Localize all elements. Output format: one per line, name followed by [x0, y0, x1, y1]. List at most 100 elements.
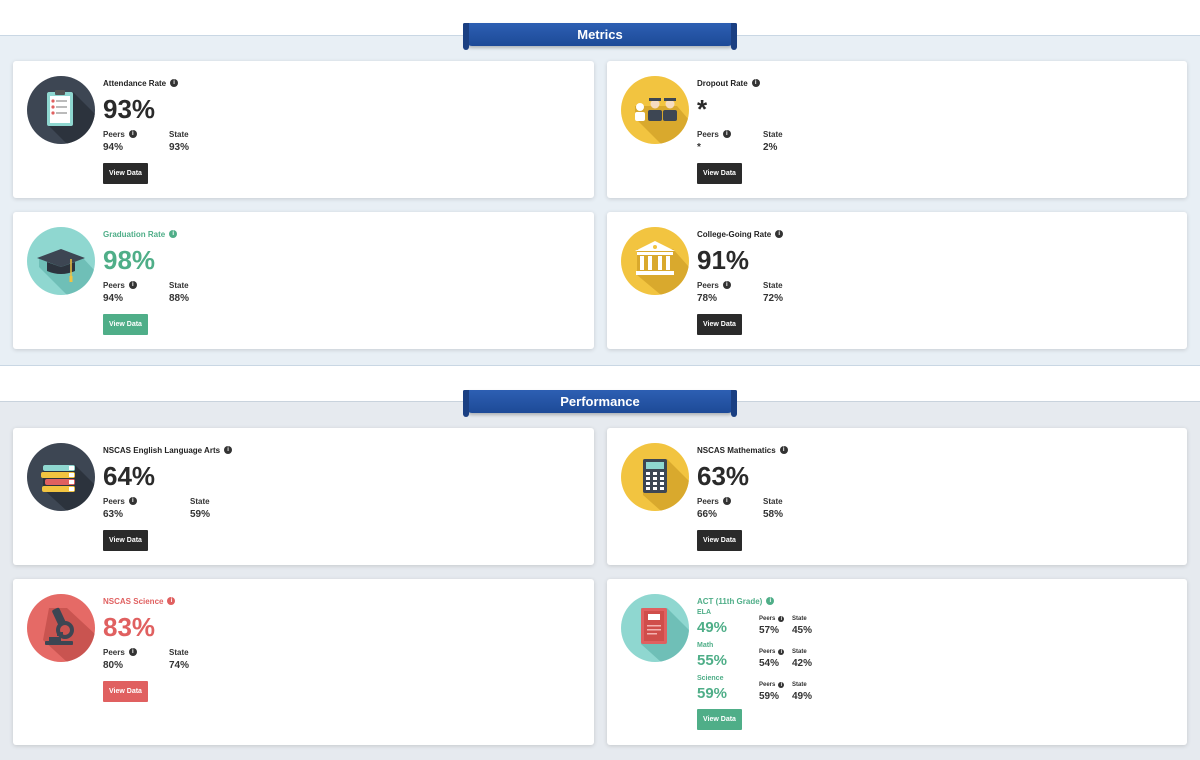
- state-label: State: [792, 682, 807, 688]
- view-data-button[interactable]: View Data: [697, 530, 742, 551]
- state-label: State: [792, 616, 807, 622]
- building-icon: [621, 227, 689, 295]
- act-row-ela: ELA 49% Peers i 57% State 45%: [697, 609, 825, 642]
- act-card: ACT (11th Grade) i ELA 49% Peers i 57% State…: [607, 579, 1187, 745]
- info-icon[interactable]: i: [722, 130, 731, 138]
- info-icon[interactable]: i: [722, 281, 731, 289]
- info-icon[interactable]: i: [128, 130, 137, 138]
- act-book-icon: [621, 594, 689, 662]
- peers-label: Peers i: [759, 648, 792, 656]
- metrics-heading: Metrics: [577, 27, 623, 42]
- peers-value: 57%: [759, 625, 780, 636]
- act-value: 59%: [697, 685, 728, 702]
- info-icon[interactable]: i: [170, 79, 179, 87]
- metric-value: 93%: [103, 94, 156, 124]
- peers-value: 94%: [103, 293, 124, 304]
- graduation-rate-card: Graduation Rate i 98% Peers i 94% State 88% …: [13, 212, 594, 349]
- metric-value: *: [697, 94, 708, 124]
- peers-label: Peers i: [697, 129, 763, 139]
- peers-label: Peers i: [697, 496, 763, 506]
- card-title: Attendance Rate i: [103, 77, 235, 89]
- peers-value: 54%: [759, 658, 780, 669]
- act-subject: Math: [697, 642, 714, 649]
- peers-value: 59%: [759, 691, 780, 702]
- card-title: NSCAS English Language Arts i: [103, 444, 256, 456]
- view-data-button[interactable]: View Data: [103, 314, 148, 335]
- info-icon[interactable]: i: [751, 79, 760, 87]
- peers-label: Peers i: [103, 647, 169, 657]
- info-icon[interactable]: i: [779, 446, 788, 454]
- peers-value: 78%: [697, 293, 718, 304]
- peers-label: Peers i: [759, 615, 792, 623]
- state-label: State: [763, 129, 783, 139]
- info-icon[interactable]: i: [778, 616, 785, 622]
- microscope-icon: [27, 594, 95, 662]
- card-title: Dropout Rate i: [697, 77, 829, 89]
- metric-value: 64%: [103, 461, 156, 491]
- state-label: State: [792, 649, 807, 655]
- nscas-ela-card: NSCAS English Language Arts i 64% Peers i 6…: [13, 428, 594, 565]
- mortarboard-icon: [27, 227, 95, 295]
- peers-label: Peers i: [759, 681, 792, 689]
- info-icon[interactable]: i: [128, 281, 137, 289]
- peers-label: Peers i: [697, 280, 763, 290]
- books-icon: [27, 443, 95, 511]
- info-icon[interactable]: i: [167, 597, 176, 605]
- act-value: 55%: [697, 652, 728, 669]
- state-value: 74%: [169, 660, 190, 671]
- peers-value: *: [697, 142, 701, 153]
- act-row-math: Math 55% Peers i 54% State 42%: [697, 642, 825, 675]
- info-icon[interactable]: i: [169, 230, 178, 238]
- metric-value: 98%: [103, 245, 156, 275]
- metrics-banner: Metrics: [463, 23, 737, 50]
- card-title: Graduation Rate i: [103, 228, 235, 240]
- state-value: 45%: [792, 625, 813, 636]
- peers-label: Peers i: [103, 280, 169, 290]
- info-icon[interactable]: i: [722, 497, 731, 505]
- info-icon[interactable]: i: [128, 648, 137, 656]
- state-value: 58%: [763, 509, 784, 520]
- clipboard-icon: [27, 76, 95, 144]
- metric-value: 91%: [697, 245, 750, 275]
- state-label: State: [169, 280, 189, 290]
- view-data-button[interactable]: View Data: [697, 314, 742, 335]
- info-icon[interactable]: i: [224, 446, 233, 454]
- metric-value: 83%: [103, 612, 156, 642]
- state-label: State: [169, 129, 189, 139]
- view-data-button[interactable]: View Data: [697, 163, 742, 184]
- info-icon[interactable]: i: [778, 682, 785, 688]
- peers-value: 66%: [697, 509, 718, 520]
- act-subject: Science: [697, 675, 724, 682]
- state-label: State: [190, 496, 210, 506]
- graduates-icon: [621, 76, 689, 144]
- card-title: NSCAS Mathematics i: [697, 444, 829, 456]
- attendance-rate-card: Attendance Rate i 93% Peers i 94% State 93% …: [13, 61, 594, 198]
- peers-value: 63%: [103, 509, 124, 520]
- view-data-button[interactable]: View Data: [103, 530, 148, 551]
- view-data-button[interactable]: View Data: [103, 681, 148, 702]
- act-row-science: Science 59% Peers i 59% State 49%: [697, 675, 825, 708]
- state-value: 88%: [169, 293, 190, 304]
- state-label: State: [763, 280, 783, 290]
- view-data-button[interactable]: View Data: [103, 163, 148, 184]
- view-data-button[interactable]: View Data: [697, 709, 742, 730]
- state-value: 59%: [190, 509, 211, 520]
- info-icon[interactable]: i: [766, 597, 775, 605]
- state-value: 49%: [792, 691, 813, 702]
- state-value: 93%: [169, 142, 190, 153]
- peers-value: 80%: [103, 660, 124, 671]
- card-title: ACT (11th Grade) i: [697, 595, 825, 607]
- performance-heading: Performance: [560, 394, 640, 409]
- peers-value: 94%: [103, 142, 124, 153]
- college-going-rate-card: College-Going Rate i 91% Peers i 78% State 7…: [607, 212, 1187, 349]
- state-label: State: [763, 496, 783, 506]
- nscas-math-card: NSCAS Mathematics i 63% Peers i 66% State 58…: [607, 428, 1187, 565]
- info-icon[interactable]: i: [128, 497, 137, 505]
- metric-value: 63%: [697, 461, 750, 491]
- info-icon[interactable]: i: [778, 649, 785, 655]
- peers-label: Peers i: [103, 129, 169, 139]
- state-value: 42%: [792, 658, 813, 669]
- nscas-science-card: NSCAS Science i 83% Peers i 80% State 74% Vi…: [13, 579, 594, 745]
- state-value: 72%: [763, 293, 784, 304]
- info-icon[interactable]: i: [775, 230, 784, 238]
